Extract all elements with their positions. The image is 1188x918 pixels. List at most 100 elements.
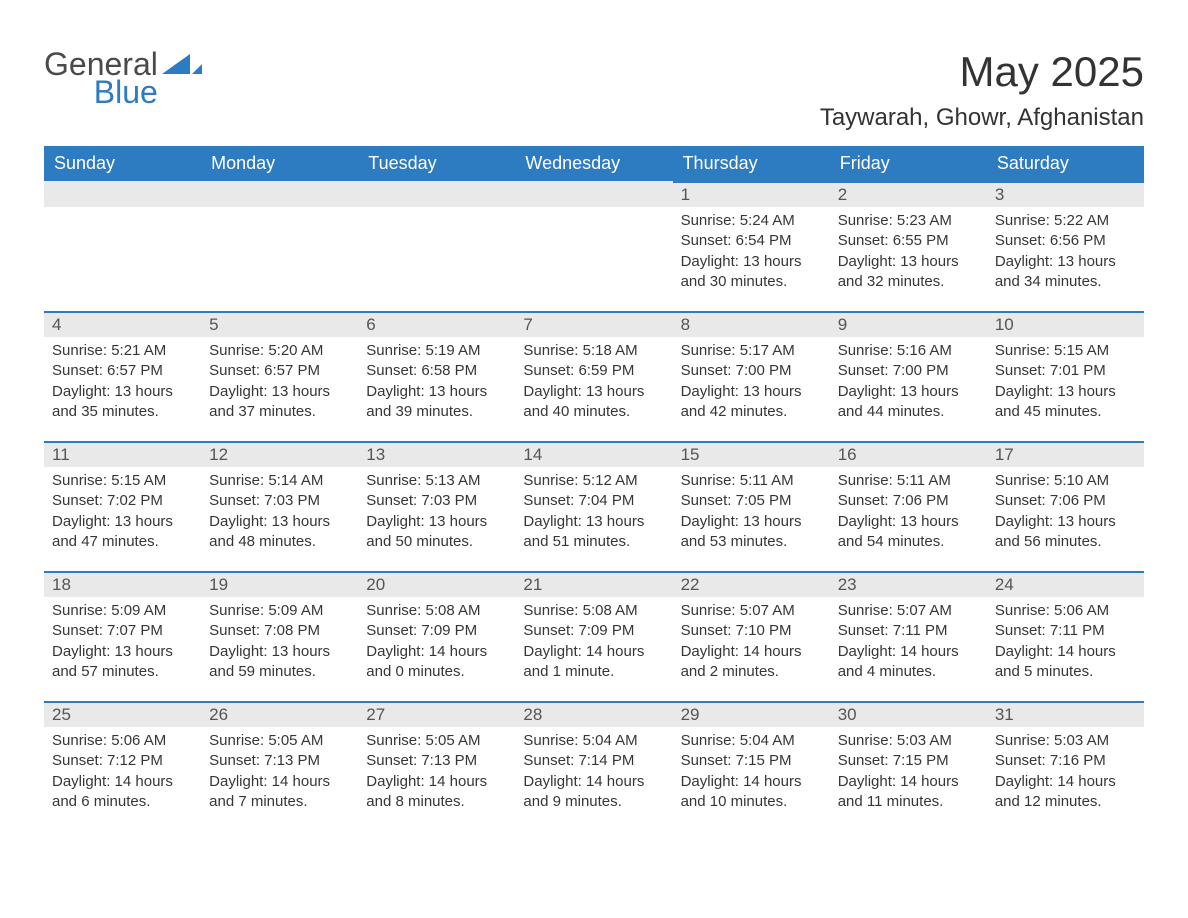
calendar-body: 1Sunrise: 5:24 AMSunset: 6:54 PMDaylight… xyxy=(44,181,1144,831)
day-content: Sunrise: 5:15 AMSunset: 7:02 PMDaylight:… xyxy=(44,467,201,560)
day-content: Sunrise: 5:06 AMSunset: 7:12 PMDaylight:… xyxy=(44,727,201,820)
weekday-header: Friday xyxy=(830,146,987,181)
day-content: Sunrise: 5:03 AMSunset: 7:16 PMDaylight:… xyxy=(987,727,1144,820)
sunset-line: Sunset: 7:00 PM xyxy=(681,361,822,381)
sunset-line: Sunset: 6:57 PM xyxy=(209,361,350,381)
day-number-bar: 30 xyxy=(830,701,987,727)
header-row: General Blue May 2025 Taywarah, Ghowr, A… xyxy=(44,48,1144,132)
daylight-line: Daylight: 13 hours and 56 minutes. xyxy=(995,512,1136,553)
day-content: Sunrise: 5:23 AMSunset: 6:55 PMDaylight:… xyxy=(830,207,987,300)
weekday-header: Tuesday xyxy=(358,146,515,181)
day-number-bar: 24 xyxy=(987,571,1144,597)
daylight-line: Daylight: 13 hours and 57 minutes. xyxy=(52,642,193,683)
sunrise-line: Sunrise: 5:21 AM xyxy=(52,341,193,361)
day-content: Sunrise: 5:11 AMSunset: 7:06 PMDaylight:… xyxy=(830,467,987,560)
sunrise-line: Sunrise: 5:07 AM xyxy=(681,601,822,621)
calendar-cell: 31Sunrise: 5:03 AMSunset: 7:16 PMDayligh… xyxy=(987,701,1144,831)
calendar-week-row: 11Sunrise: 5:15 AMSunset: 7:02 PMDayligh… xyxy=(44,441,1144,571)
day-number-bar: 21 xyxy=(515,571,672,597)
sunset-line: Sunset: 6:59 PM xyxy=(523,361,664,381)
calendar-cell: 24Sunrise: 5:06 AMSunset: 7:11 PMDayligh… xyxy=(987,571,1144,701)
calendar-cell xyxy=(358,181,515,311)
sunrise-line: Sunrise: 5:03 AM xyxy=(838,731,979,751)
calendar-week-row: 1Sunrise: 5:24 AMSunset: 6:54 PMDaylight… xyxy=(44,181,1144,311)
sunrise-line: Sunrise: 5:13 AM xyxy=(366,471,507,491)
day-number-bar: 1 xyxy=(673,181,830,207)
day-content: Sunrise: 5:13 AMSunset: 7:03 PMDaylight:… xyxy=(358,467,515,560)
calendar-cell: 15Sunrise: 5:11 AMSunset: 7:05 PMDayligh… xyxy=(673,441,830,571)
day-content: Sunrise: 5:22 AMSunset: 6:56 PMDaylight:… xyxy=(987,207,1144,300)
day-content: Sunrise: 5:04 AMSunset: 7:15 PMDaylight:… xyxy=(673,727,830,820)
sunset-line: Sunset: 7:13 PM xyxy=(209,751,350,771)
day-content: Sunrise: 5:24 AMSunset: 6:54 PMDaylight:… xyxy=(673,207,830,300)
day-number-bar: 27 xyxy=(358,701,515,727)
sunrise-line: Sunrise: 5:20 AM xyxy=(209,341,350,361)
sunrise-line: Sunrise: 5:08 AM xyxy=(523,601,664,621)
calendar-cell: 14Sunrise: 5:12 AMSunset: 7:04 PMDayligh… xyxy=(515,441,672,571)
daylight-line: Daylight: 13 hours and 45 minutes. xyxy=(995,382,1136,423)
sunrise-line: Sunrise: 5:11 AM xyxy=(681,471,822,491)
day-number-bar: 15 xyxy=(673,441,830,467)
calendar-cell: 3Sunrise: 5:22 AMSunset: 6:56 PMDaylight… xyxy=(987,181,1144,311)
calendar-cell: 21Sunrise: 5:08 AMSunset: 7:09 PMDayligh… xyxy=(515,571,672,701)
brand-logo: General Blue xyxy=(44,48,202,108)
day-content: Sunrise: 5:09 AMSunset: 7:07 PMDaylight:… xyxy=(44,597,201,690)
daylight-line: Daylight: 14 hours and 2 minutes. xyxy=(681,642,822,683)
day-number-bar: 13 xyxy=(358,441,515,467)
sunrise-line: Sunrise: 5:19 AM xyxy=(366,341,507,361)
daylight-line: Daylight: 13 hours and 53 minutes. xyxy=(681,512,822,553)
sunset-line: Sunset: 7:16 PM xyxy=(995,751,1136,771)
sunrise-line: Sunrise: 5:22 AM xyxy=(995,211,1136,231)
calendar-cell: 7Sunrise: 5:18 AMSunset: 6:59 PMDaylight… xyxy=(515,311,672,441)
sunset-line: Sunset: 7:09 PM xyxy=(523,621,664,641)
daylight-line: Daylight: 13 hours and 50 minutes. xyxy=(366,512,507,553)
day-content: Sunrise: 5:21 AMSunset: 6:57 PMDaylight:… xyxy=(44,337,201,430)
day-number-bar: 16 xyxy=(830,441,987,467)
day-content: Sunrise: 5:08 AMSunset: 7:09 PMDaylight:… xyxy=(515,597,672,690)
sunset-line: Sunset: 7:15 PM xyxy=(681,751,822,771)
sunrise-line: Sunrise: 5:06 AM xyxy=(52,731,193,751)
calendar-cell: 13Sunrise: 5:13 AMSunset: 7:03 PMDayligh… xyxy=(358,441,515,571)
day-content: Sunrise: 5:11 AMSunset: 7:05 PMDaylight:… xyxy=(673,467,830,560)
calendar-cell: 9Sunrise: 5:16 AMSunset: 7:00 PMDaylight… xyxy=(830,311,987,441)
empty-day-bar xyxy=(44,181,201,207)
daylight-line: Daylight: 14 hours and 6 minutes. xyxy=(52,772,193,813)
sunset-line: Sunset: 7:02 PM xyxy=(52,491,193,511)
daylight-line: Daylight: 13 hours and 47 minutes. xyxy=(52,512,193,553)
sunrise-line: Sunrise: 5:07 AM xyxy=(838,601,979,621)
day-content: Sunrise: 5:05 AMSunset: 7:13 PMDaylight:… xyxy=(358,727,515,820)
day-number-bar: 20 xyxy=(358,571,515,597)
daylight-line: Daylight: 14 hours and 0 minutes. xyxy=(366,642,507,683)
sunrise-line: Sunrise: 5:04 AM xyxy=(681,731,822,751)
daylight-line: Daylight: 14 hours and 7 minutes. xyxy=(209,772,350,813)
calendar-table: SundayMondayTuesdayWednesdayThursdayFrid… xyxy=(44,146,1144,831)
sunset-line: Sunset: 7:05 PM xyxy=(681,491,822,511)
empty-day-bar xyxy=(515,181,672,207)
weekday-header-row: SundayMondayTuesdayWednesdayThursdayFrid… xyxy=(44,146,1144,181)
day-content: Sunrise: 5:12 AMSunset: 7:04 PMDaylight:… xyxy=(515,467,672,560)
sunset-line: Sunset: 7:07 PM xyxy=(52,621,193,641)
weekday-header: Saturday xyxy=(987,146,1144,181)
calendar-cell: 6Sunrise: 5:19 AMSunset: 6:58 PMDaylight… xyxy=(358,311,515,441)
day-number-bar: 12 xyxy=(201,441,358,467)
sunrise-line: Sunrise: 5:09 AM xyxy=(52,601,193,621)
day-content: Sunrise: 5:17 AMSunset: 7:00 PMDaylight:… xyxy=(673,337,830,430)
daylight-line: Daylight: 14 hours and 12 minutes. xyxy=(995,772,1136,813)
brand-triangle-icon xyxy=(162,54,202,80)
calendar-cell: 18Sunrise: 5:09 AMSunset: 7:07 PMDayligh… xyxy=(44,571,201,701)
sunrise-line: Sunrise: 5:12 AM xyxy=(523,471,664,491)
calendar-cell: 28Sunrise: 5:04 AMSunset: 7:14 PMDayligh… xyxy=(515,701,672,831)
day-number-bar: 17 xyxy=(987,441,1144,467)
daylight-line: Daylight: 14 hours and 4 minutes. xyxy=(838,642,979,683)
day-number-bar: 8 xyxy=(673,311,830,337)
sunset-line: Sunset: 6:56 PM xyxy=(995,231,1136,251)
day-number-bar: 4 xyxy=(44,311,201,337)
sunrise-line: Sunrise: 5:04 AM xyxy=(523,731,664,751)
day-number-bar: 25 xyxy=(44,701,201,727)
day-content: Sunrise: 5:04 AMSunset: 7:14 PMDaylight:… xyxy=(515,727,672,820)
calendar-cell: 17Sunrise: 5:10 AMSunset: 7:06 PMDayligh… xyxy=(987,441,1144,571)
daylight-line: Daylight: 13 hours and 34 minutes. xyxy=(995,252,1136,293)
sunset-line: Sunset: 7:04 PM xyxy=(523,491,664,511)
calendar-cell: 1Sunrise: 5:24 AMSunset: 6:54 PMDaylight… xyxy=(673,181,830,311)
day-number-bar: 22 xyxy=(673,571,830,597)
